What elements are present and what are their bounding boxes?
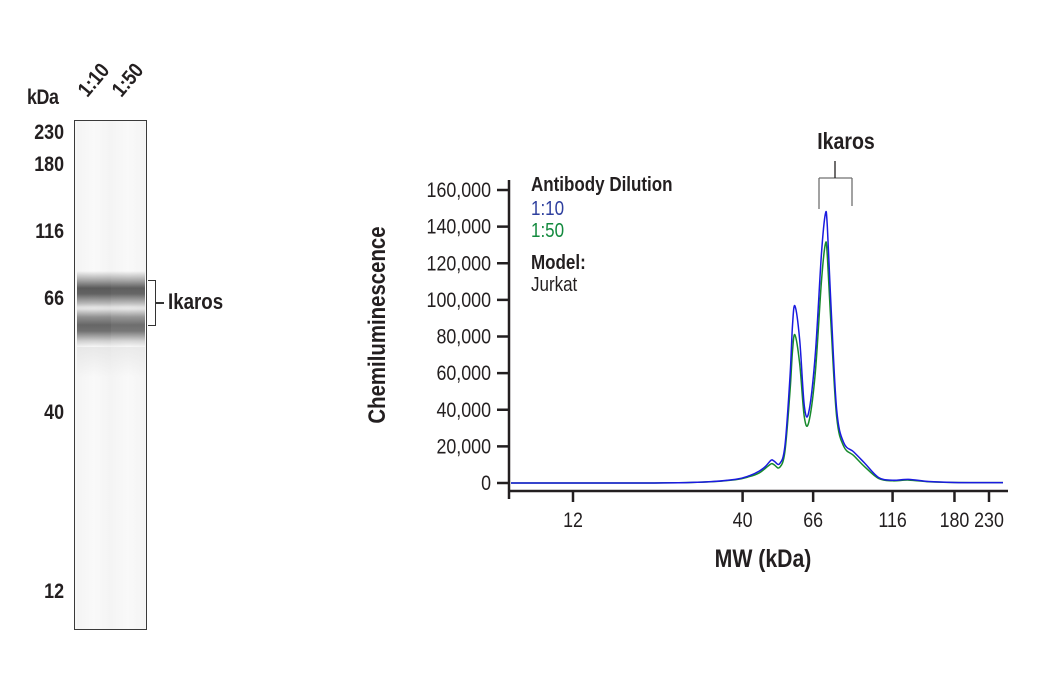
x-tick-label: 12 <box>563 509 583 533</box>
y-tick-label: 0 <box>481 472 491 496</box>
gel-target-bracket <box>148 280 156 326</box>
legend-title: Antibody Dilution <box>531 173 673 196</box>
chart-legend: Antibody Dilution 1:10 1:50 Model: Jurka… <box>531 173 673 296</box>
gel-mw-marker-116: 116 <box>35 220 64 243</box>
gel-band-smear <box>77 347 111 377</box>
gel-band-smear <box>111 347 145 377</box>
legend-entry-1-10: 1:10 <box>531 197 564 220</box>
legend-model-title: Model: <box>531 251 586 274</box>
x-tick-label: 116 <box>878 509 906 533</box>
x-axis-ticks: 12 40 66 116 180 230 <box>563 491 1004 532</box>
gel-target-label: Ikaros <box>168 289 224 314</box>
x-tick-label: 40 <box>733 509 753 533</box>
series-line-1-50 <box>510 241 1004 484</box>
x-tick-label: 180 <box>940 509 970 533</box>
gel-lane-1 <box>77 121 111 629</box>
gel-mw-marker-66: 66 <box>44 287 64 310</box>
x-tick-label: 230 <box>974 509 1004 533</box>
gel-band-upper <box>111 271 145 309</box>
gel-image <box>74 120 147 630</box>
y-tick-label: 20,000 <box>436 435 491 459</box>
legend-model-value: Jurkat <box>531 273 578 296</box>
y-axis-ticks: 0 20,000 40,000 60,000 80,000 100,000 120,000 1… <box>427 179 509 496</box>
gel-lane-2 <box>111 121 145 629</box>
y-tick-label: 140,000 <box>427 215 492 239</box>
gel-band-lower <box>111 307 145 347</box>
gel-band-upper <box>77 271 111 309</box>
gel-unit-label: kDa <box>27 86 59 109</box>
peak-annotation-label: Ikaros <box>817 129 875 155</box>
gel-mw-marker-12: 12 <box>44 580 64 603</box>
y-tick-label: 80,000 <box>436 325 491 349</box>
legend-entry-1-50: 1:50 <box>531 219 564 242</box>
gel-target-bracket-tick <box>156 302 164 304</box>
y-tick-label: 100,000 <box>427 289 492 313</box>
ikaros-peak-bracket <box>818 161 853 209</box>
chart-series <box>510 210 1004 484</box>
y-tick-label: 160,000 <box>427 179 492 203</box>
y-tick-label: 40,000 <box>436 398 491 422</box>
y-tick-label: 120,000 <box>427 252 492 276</box>
gel-band-lower <box>77 307 111 347</box>
y-tick-label: 60,000 <box>436 362 491 386</box>
gel-mw-marker-180: 180 <box>34 153 64 176</box>
x-axis-label: MW (kDa) <box>715 544 812 572</box>
gel-mw-marker-40: 40 <box>44 401 64 424</box>
y-axis-label: Chemiluminescence <box>363 226 390 423</box>
series-line-1-10 <box>510 210 1004 484</box>
x-tick-label: 66 <box>803 509 823 533</box>
gel-mw-marker-230: 230 <box>34 121 64 144</box>
